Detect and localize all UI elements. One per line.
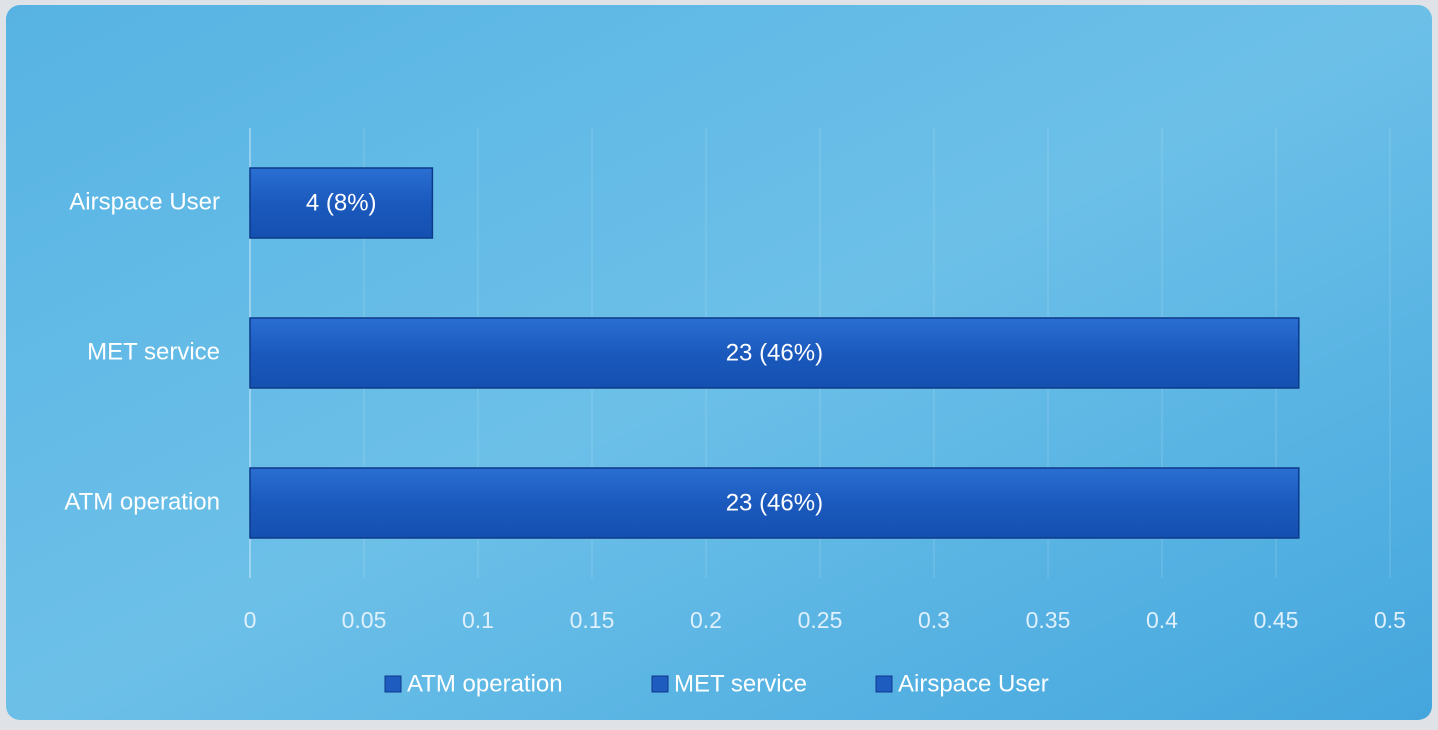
x-tick-label: 0.2 [690,607,722,633]
x-tick-label: 0.3 [918,607,950,633]
data-label: 23 (46%) [726,489,823,516]
x-tick-label: 0.15 [570,607,615,633]
x-tick-label: 0.5 [1374,607,1406,633]
x-tick-label: 0.35 [1026,607,1071,633]
legend-swatch [651,675,669,693]
data-label: 4 (8%) [306,189,377,216]
x-tick-label: 0.45 [1254,607,1299,633]
legend-label: Airspace User [898,670,1049,697]
data-label: 23 (46%) [726,339,823,366]
x-tick-label: 0.05 [342,607,387,633]
legend-label: MET service [674,670,807,697]
bar [249,167,434,239]
legend-swatch [384,675,402,693]
legend-label: ATM operation [407,670,563,697]
x-tick-label: 0.25 [798,607,843,633]
legend-swatch [875,675,893,693]
x-tick-label: 0.1 [462,607,494,633]
y-tick-label: Airspace User [69,188,220,215]
bar [249,467,1300,539]
y-tick-label: ATM operation [64,488,220,515]
y-tick-label: MET service [87,338,220,365]
bar [249,317,1300,389]
x-tick-label: 0 [244,607,257,633]
x-tick-label: 0.4 [1146,607,1178,633]
